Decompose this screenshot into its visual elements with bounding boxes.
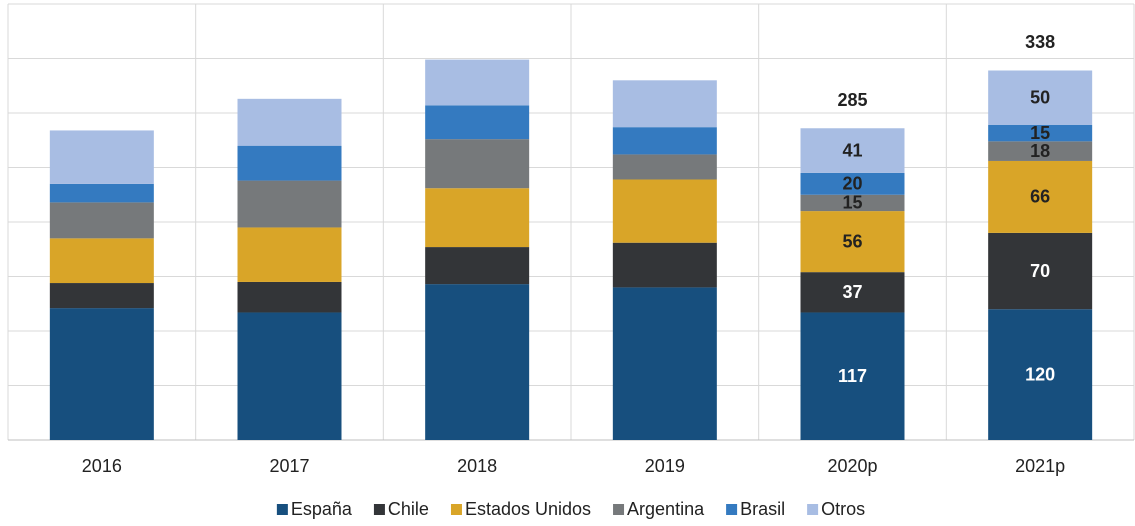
legend-swatch [450,504,462,515]
bar-segment [237,312,342,440]
bar-segment [612,154,717,180]
data-label: 70 [1030,261,1050,281]
bar-segment [612,287,717,440]
bar-segment [800,128,905,173]
bar-segment [988,309,1093,440]
bar-segment [237,227,342,282]
legend-label: Estados Unidos [465,499,591,519]
data-label: 15 [842,193,862,213]
bar-segment [49,183,154,203]
bar-segment [800,211,905,273]
x-tick-label: 2019 [645,456,685,476]
bar-segment [425,105,530,140]
legend-label: Chile [388,499,429,519]
legend-label: Brasil [740,499,785,519]
legend-swatch [726,504,738,515]
bar-segment [612,242,717,288]
bar-segment [988,124,1093,142]
legend-swatch [373,504,385,515]
bar-segment [988,160,1093,233]
legend-label: España [291,499,353,519]
bar-segment [237,180,342,228]
data-label: 120 [1025,364,1055,384]
bar-segment [425,188,530,248]
legend-label: Argentina [627,499,705,519]
legend-swatch [276,504,288,515]
bar-segment [49,283,154,309]
data-label: 15 [1030,123,1050,143]
bar-segment [612,179,717,243]
legend-swatch [613,504,625,515]
bar-segment [425,247,530,285]
bar-segment [612,80,717,128]
bar-segment [237,281,342,313]
bar-segment [49,308,154,440]
legend-label: Otros [821,499,865,519]
bar-segment [49,238,154,284]
bar-segment [237,98,342,146]
bar-segment [800,194,905,212]
data-label: 66 [1030,187,1050,207]
bar-segment [49,130,154,184]
bar-segment [800,312,905,440]
data-label: 41 [842,140,862,160]
bar-segment [800,272,905,313]
legend-swatch [807,504,819,515]
x-tick-label: 2017 [269,456,309,476]
total-label: 285 [837,90,867,110]
bar-segment [612,127,717,155]
bar-segment [988,70,1093,125]
data-label: 117 [838,366,867,386]
x-tick-label: 2020p [827,456,877,476]
x-tick-label: 2016 [82,456,122,476]
bar-segment [800,172,905,195]
bar-segment [988,232,1093,310]
data-label: 50 [1030,87,1050,107]
bar-segment [425,59,530,106]
bar-segment [425,139,530,189]
total-label: 338 [1025,32,1055,52]
data-label: 37 [842,282,862,302]
data-label: 18 [1030,141,1050,161]
x-tick-label: 2018 [457,456,497,476]
bar-segment [988,141,1093,161]
data-label: 20 [842,174,862,194]
bar-segment [425,284,530,440]
bar-segment [237,145,342,181]
bar-segment [49,202,154,239]
x-tick-label: 2021p [1015,456,1065,476]
data-label: 56 [842,231,862,251]
